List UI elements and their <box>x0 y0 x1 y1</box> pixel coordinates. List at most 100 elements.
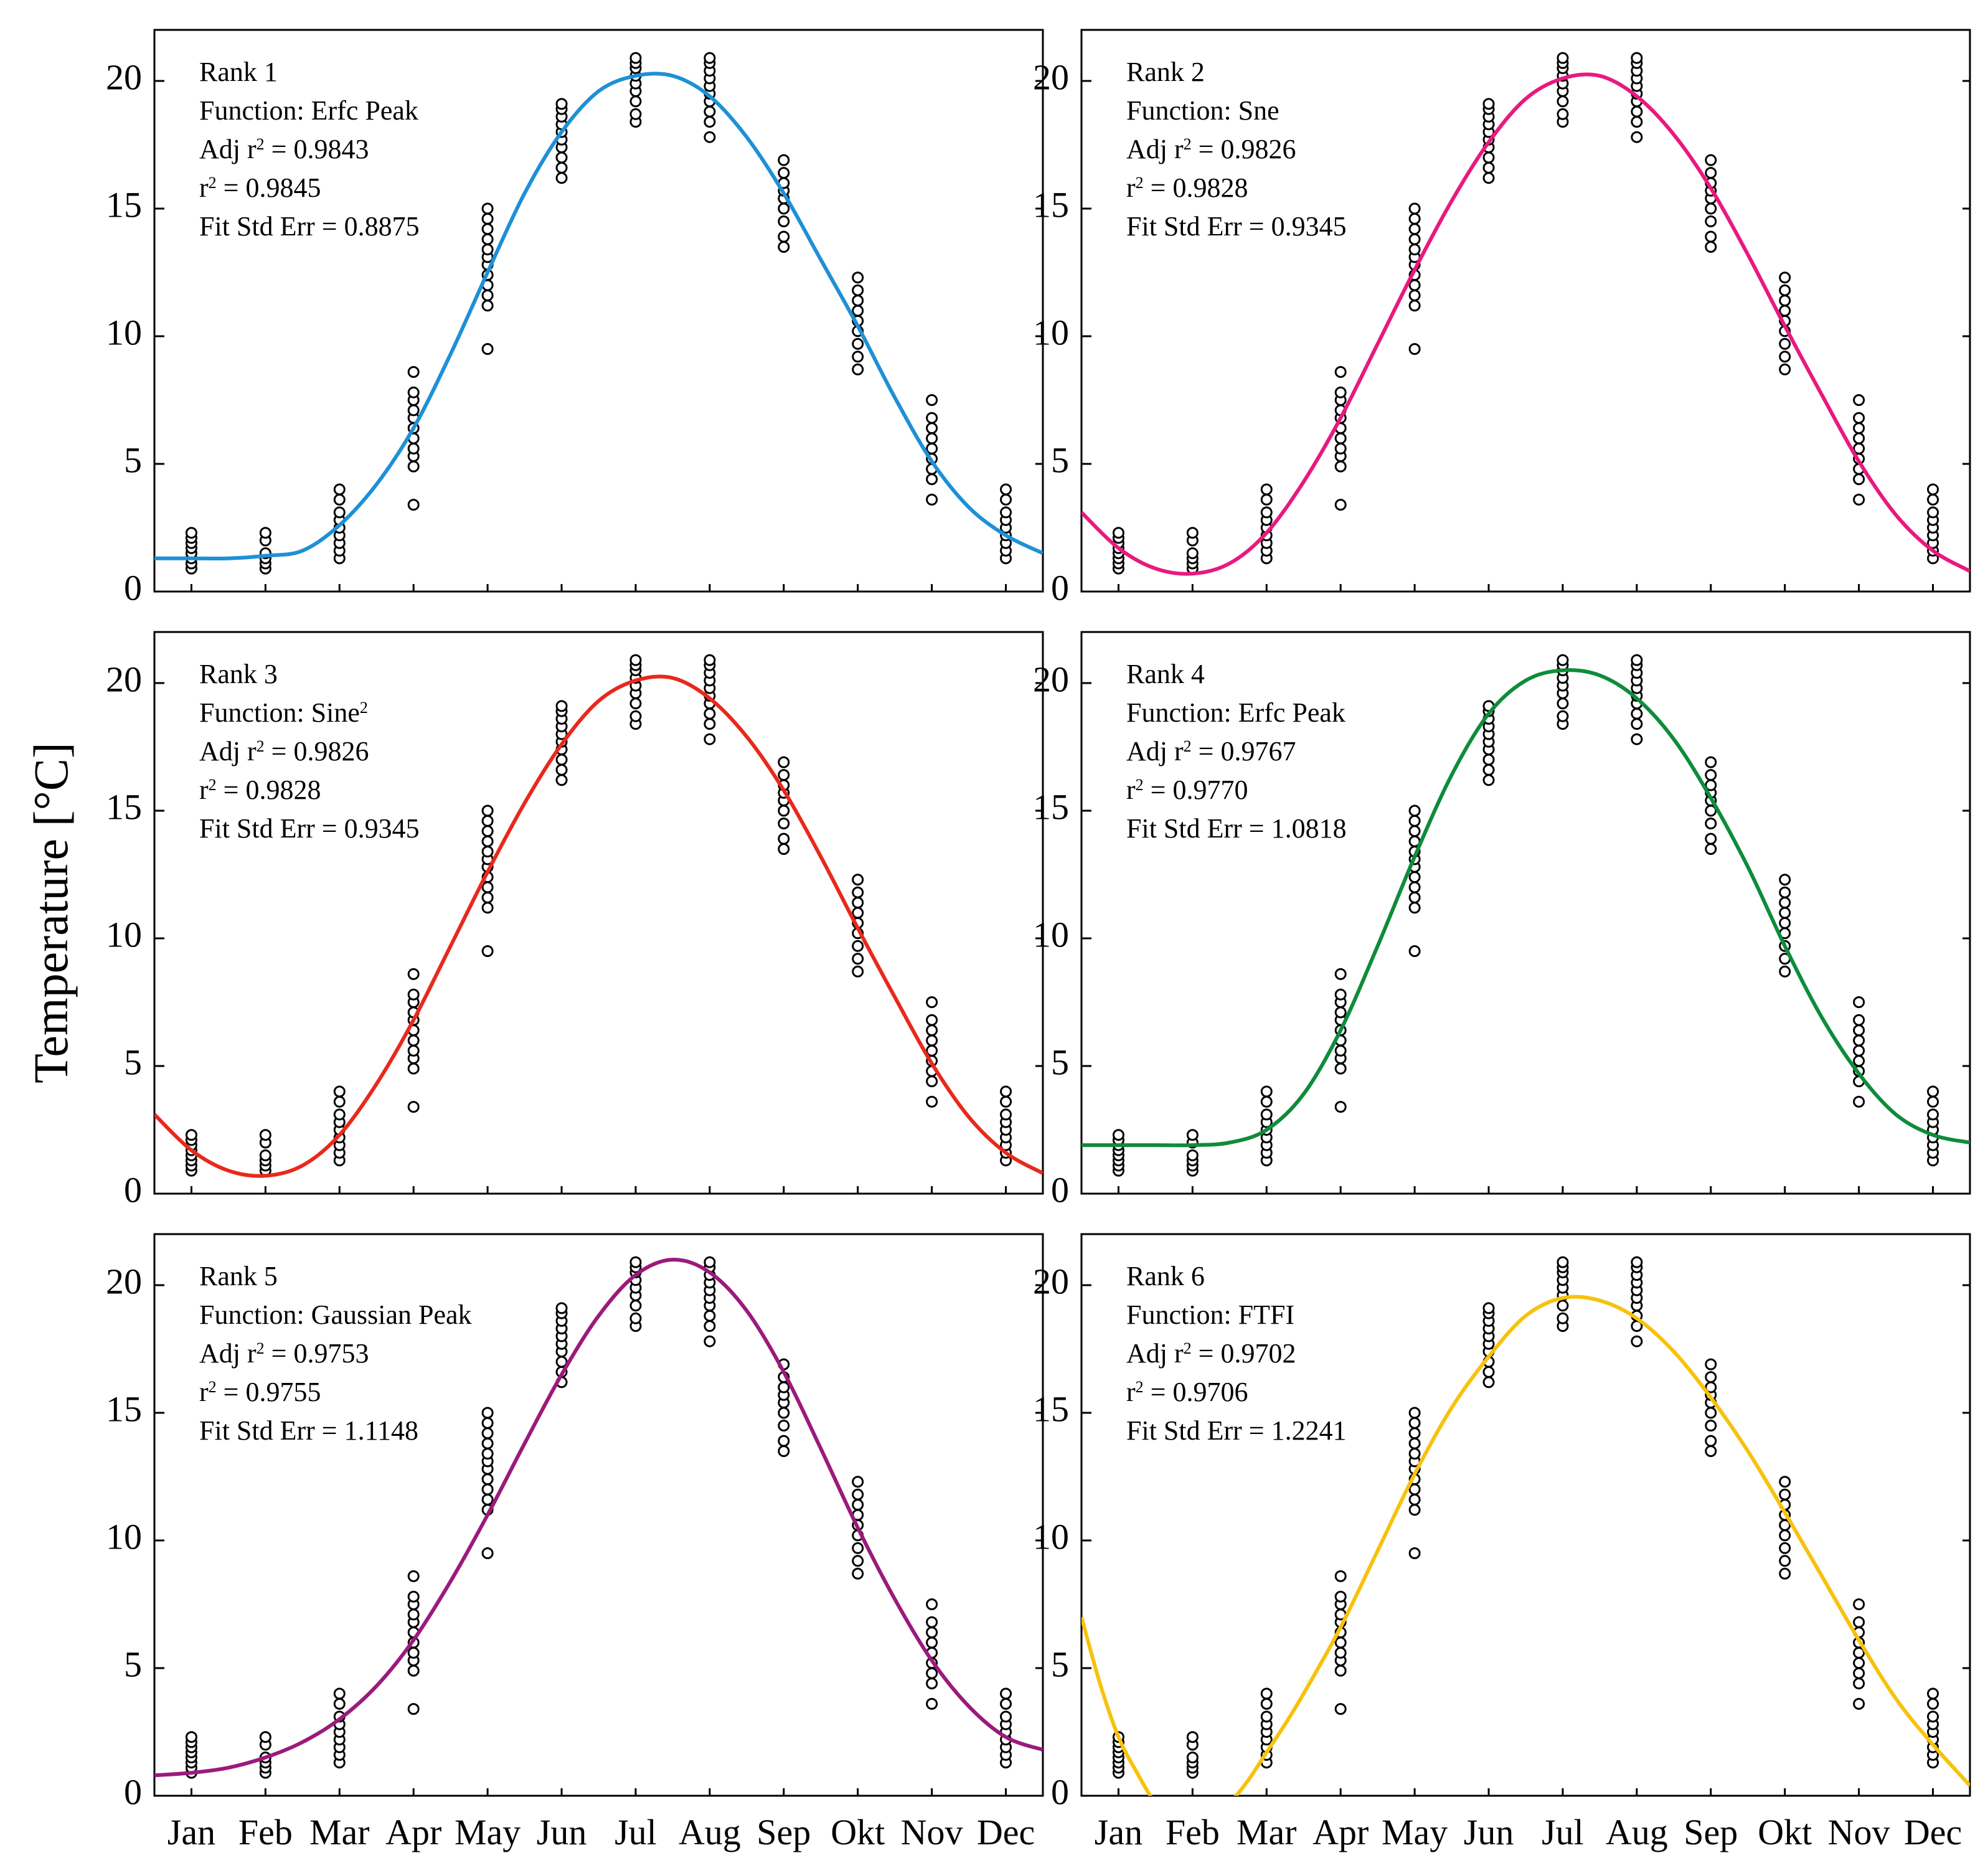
data-point <box>1927 506 1939 519</box>
data-point <box>1779 351 1791 363</box>
data-point <box>1408 223 1421 235</box>
plot-frame <box>1080 29 1971 593</box>
x-ticks <box>1117 1186 1934 1194</box>
data-point <box>1260 1095 1273 1108</box>
fit-curve <box>1081 72 1970 576</box>
data-point <box>1927 483 1939 496</box>
data-point <box>1631 52 1643 64</box>
data-point <box>1186 547 1199 559</box>
adj-r2-label: Adj r2 = 0.9753 <box>199 1338 369 1369</box>
data-point <box>704 1256 716 1268</box>
x-tick-label: Aug <box>679 1812 741 1852</box>
y-axis-label: Temperature [°C] <box>24 742 78 1083</box>
adj-r2-label: Adj r2 = 0.9767 <box>1126 736 1296 766</box>
x-tick-label: Apr <box>1312 1812 1369 1852</box>
x-ticks: Jan Feb Mar Apr May Jun Jul Aug Sep Okt Nov Dec <box>1095 1788 1962 1852</box>
data-point <box>1631 733 1643 745</box>
annotation: Rank 4 Function: Erfc Peak Adj r2 = 0.97… <box>1126 659 1347 844</box>
data-point <box>481 1547 494 1559</box>
data-point <box>1779 1488 1791 1501</box>
data-point <box>481 846 494 858</box>
data-point <box>481 1448 494 1460</box>
data-point <box>1334 1703 1347 1715</box>
data-point <box>1260 1108 1273 1121</box>
data-point <box>1408 1483 1421 1496</box>
data-point <box>1779 271 1791 284</box>
data-point <box>1705 154 1717 166</box>
data-point <box>481 202 494 215</box>
data-point <box>1408 825 1421 837</box>
data-point <box>1000 1710 1012 1723</box>
data-point <box>852 304 864 317</box>
data-point <box>629 95 642 108</box>
data-point <box>1705 832 1717 845</box>
data-point <box>852 1555 864 1567</box>
data-point <box>407 1034 420 1047</box>
function-label: Function: Sne <box>1126 95 1279 126</box>
data-point <box>407 1590 420 1603</box>
data-point <box>1408 945 1421 957</box>
x-tick-label: Okt <box>831 1812 885 1852</box>
data-point <box>1927 1697 1939 1710</box>
data-point <box>1000 1108 1012 1121</box>
rank-label: Rank 3 <box>199 659 278 689</box>
data-point <box>852 1542 864 1554</box>
data-point <box>1260 483 1273 496</box>
data-point <box>481 1427 494 1440</box>
rank-label: Rank 6 <box>1126 1261 1205 1291</box>
data-point <box>778 215 790 227</box>
data-point <box>1779 1476 1791 1488</box>
data-point <box>1334 386 1347 399</box>
data-point <box>1408 1504 1421 1516</box>
data-point <box>1334 366 1347 378</box>
data-point <box>629 108 642 120</box>
data-point <box>1853 1697 1865 1710</box>
data-point <box>1260 1710 1273 1723</box>
data-point <box>778 804 790 817</box>
rank-label: Rank 4 <box>1126 659 1205 689</box>
y-tick-label: 20 <box>106 1261 142 1301</box>
data-point <box>1705 1420 1717 1431</box>
data-point <box>481 945 494 957</box>
data-point <box>1705 769 1717 781</box>
data-point <box>1557 697 1569 710</box>
data-point <box>1927 1687 1939 1700</box>
x-tick-label: Mar <box>309 1812 370 1852</box>
data-point <box>926 1024 938 1037</box>
data-point <box>926 1626 938 1639</box>
data-point <box>1705 167 1717 179</box>
data-point <box>1334 1590 1347 1603</box>
x-tick-label: Dec <box>1904 1812 1962 1852</box>
data-point <box>926 1616 938 1628</box>
data-point <box>1334 968 1347 980</box>
fit-curve <box>154 72 1043 561</box>
data-point <box>704 1335 716 1347</box>
data-point <box>1779 886 1791 898</box>
y-tick-label: 5 <box>124 1042 142 1082</box>
function-label: Function: Erfc Peak <box>199 95 418 126</box>
data-point <box>1334 988 1347 1001</box>
data-point <box>852 337 864 350</box>
r2-label: r2 = 0.9828 <box>1126 172 1248 203</box>
y-tick-label: 5 <box>124 440 142 480</box>
data-point <box>1705 1435 1717 1447</box>
data-point <box>1408 212 1421 225</box>
data-point <box>481 804 494 817</box>
data-point <box>1853 1616 1865 1628</box>
data-point <box>1853 1044 1865 1057</box>
panel-rank-5: 0 5 10 15 20 Jan Feb Mar Apr May Jun Jul Aug Sep Okt N… <box>106 1233 1044 1852</box>
x-tick-label: Dec <box>977 1812 1035 1852</box>
data-point <box>1557 52 1569 64</box>
data-point <box>1557 1312 1569 1324</box>
data-point <box>333 493 346 506</box>
fit-std-err-label: Fit Std Err = 1.0818 <box>1126 813 1347 844</box>
data-point <box>852 284 864 296</box>
data-point <box>1557 1299 1569 1312</box>
data-point <box>1334 499 1347 511</box>
data-point <box>481 835 494 847</box>
data-point <box>1705 241 1717 253</box>
data-point <box>481 233 494 245</box>
data-point <box>1853 996 1865 1008</box>
y-tick-label: 0 <box>1051 567 1069 608</box>
